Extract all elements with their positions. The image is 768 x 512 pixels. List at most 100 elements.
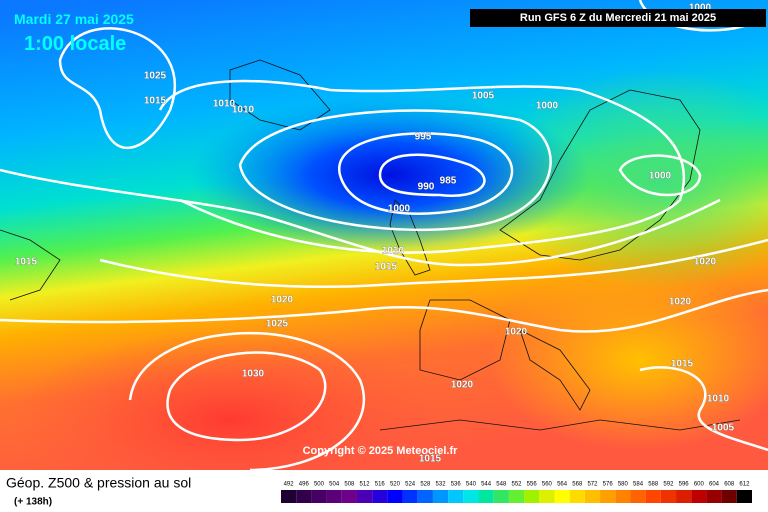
isobar-label: 1015 (144, 96, 167, 107)
isobar-label: 1010 (232, 105, 255, 116)
isobar-label: 1025 (266, 319, 289, 330)
isobar-label: 1000 (649, 171, 672, 182)
scale-swatch (478, 490, 494, 503)
scale-swatch (508, 490, 525, 503)
scale-label: 504 (329, 482, 340, 488)
scale-swatch (326, 490, 342, 503)
isobar-label: 1005 (472, 91, 495, 102)
scale-label: 584 (633, 482, 644, 488)
isobar-label: 1015 (375, 262, 398, 273)
scale-label: 612 (739, 482, 750, 488)
isobar-label: 1000 (536, 101, 559, 112)
isobar-label: 1020 (669, 297, 692, 308)
run-box (470, 9, 766, 27)
scale-label: 500 (314, 482, 325, 488)
scale-swatch (463, 490, 479, 503)
scale-swatch (630, 490, 646, 503)
run-info: Run GFS 6 Z du Mercredi 21 mai 2025 (520, 12, 716, 24)
scale-swatch (584, 490, 601, 503)
scale-label: 512 (360, 482, 371, 488)
scale-label: 552 (511, 482, 522, 488)
scale-swatch (341, 490, 357, 503)
scale-label: 596 (679, 482, 690, 488)
scale-swatch (493, 490, 509, 503)
isobar-label: 1025 (144, 71, 167, 82)
scale-label: 560 (542, 482, 553, 488)
scale-label: 608 (724, 482, 735, 488)
footer-title: Géop. Z500 & pression au sol (6, 475, 191, 491)
field-low (190, 95, 590, 255)
scale-label: 576 (603, 482, 614, 488)
scale-label: 556 (527, 482, 538, 488)
scale-swatch (432, 490, 449, 503)
scale-label: 568 (572, 482, 583, 488)
scale-swatch (524, 490, 540, 503)
isobar-label: 995 (415, 132, 432, 143)
isobar-label: 1000 (388, 204, 411, 215)
isobar-label: 1010 (382, 246, 405, 257)
scale-swatch (372, 490, 388, 503)
isobar-label: 1010 (213, 99, 236, 110)
scale-swatch (539, 490, 555, 503)
scale-label: 540 (466, 482, 477, 488)
forecast-time: 1:00 locale (24, 33, 126, 55)
scale-label: 520 (390, 482, 401, 488)
scale-swatch (448, 490, 464, 503)
isobar-label: 1015 (15, 257, 38, 268)
scale-swatch (645, 490, 661, 503)
scale-label: 580 (618, 482, 629, 488)
scale-label: 536 (451, 482, 462, 488)
scale-swatch (600, 490, 616, 503)
isobar-label: 1020 (694, 257, 717, 268)
isobar-label: 1000 (689, 3, 712, 14)
isobar-label: 1005 (712, 423, 735, 434)
footer-subtitle: (+ 138h) (14, 497, 52, 508)
scale-swatch (615, 490, 631, 503)
scale-swatch (736, 490, 752, 503)
scale-label: 524 (405, 482, 416, 488)
isobar-label: 1020 (451, 380, 474, 391)
scale-swatch (281, 490, 297, 503)
scale-label: 508 (344, 482, 355, 488)
isobar-label: 1020 (271, 295, 294, 306)
isobar-label: 1030 (242, 369, 265, 380)
isobar-label: 1015 (671, 359, 694, 370)
field-se (490, 270, 768, 450)
scale-label: 532 (436, 482, 447, 488)
scale-swatch (417, 490, 433, 503)
scale-swatch (660, 490, 677, 503)
isobar-label: 1020 (505, 327, 528, 338)
forecast-date: Mardi 27 mai 2025 (14, 11, 134, 27)
isobar-label: 990 (418, 182, 435, 193)
scale-label: 544 (481, 482, 492, 488)
scale-label: 516 (375, 482, 386, 488)
scale-label: 528 (420, 482, 431, 488)
scale-swatch (569, 490, 585, 503)
field-high (10, 330, 450, 510)
scale-swatch (402, 490, 418, 503)
scale-swatch (691, 490, 707, 503)
scale-swatch (311, 490, 327, 503)
scale-label: 604 (709, 482, 720, 488)
scale-label: 572 (587, 482, 598, 488)
isobars (0, 0, 768, 470)
scale-swatch (676, 490, 692, 503)
isobar-label: 1010 (707, 394, 730, 405)
isobar-label: 1015 (419, 454, 442, 465)
scale-label: 600 (694, 482, 705, 488)
scale-swatch (554, 490, 570, 503)
scale-label: 588 (648, 482, 659, 488)
scale-label: 492 (284, 482, 295, 488)
scale-label: 496 (299, 482, 310, 488)
scale-swatch (296, 490, 312, 503)
scale-label: 564 (557, 482, 568, 488)
copyright: Copyright © 2025 Meteociel.fr (303, 445, 459, 457)
scale-swatch (706, 490, 722, 503)
scale-swatch (356, 490, 373, 503)
isobar-label: 985 (440, 176, 457, 187)
scale-label: 548 (496, 482, 507, 488)
scale-label: 592 (663, 482, 674, 488)
scale-swatch (387, 490, 403, 503)
scale-swatch (721, 490, 737, 503)
